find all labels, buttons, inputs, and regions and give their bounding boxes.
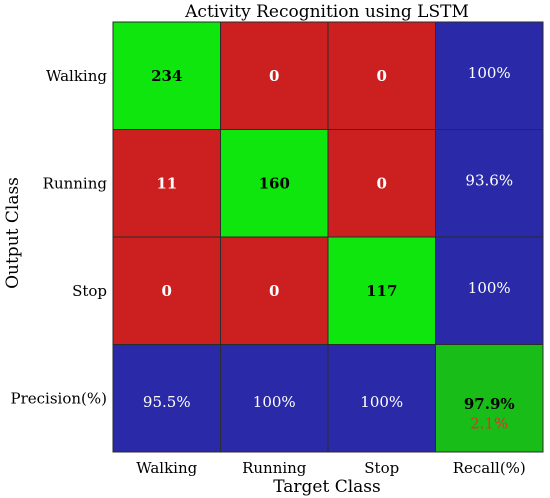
- precision-cell: [112, 344, 221, 453]
- precision-value-label: 100%: [360, 393, 403, 411]
- col-tick-label: Stop: [364, 459, 399, 477]
- cell-value-label: 117: [366, 282, 397, 300]
- cell-value-label: 0: [377, 175, 387, 193]
- overall-accuracy-label: 97.9%: [464, 395, 515, 413]
- recall-value-label: 93.6%: [465, 171, 513, 189]
- cell-value-label: 0: [162, 282, 172, 300]
- precision-value-label: 95.5%: [143, 393, 191, 411]
- overall-accuracy-cell: [435, 344, 544, 453]
- chart-title: Activity Recognition using LSTM: [184, 2, 469, 22]
- cell-value-label: 0: [269, 67, 279, 85]
- cell-value-label: 11: [156, 175, 177, 193]
- col-tick-label: Running: [242, 459, 307, 477]
- col-tick-label: Recall(%): [453, 459, 526, 477]
- matrix-cell: [220, 236, 329, 345]
- precision-value-label: 100%: [253, 393, 296, 411]
- cell-value-label: 234: [151, 67, 182, 85]
- y-axis-label: Output Class: [3, 177, 23, 289]
- recall-value-label: 100%: [468, 64, 511, 82]
- recall-value-label: 100%: [468, 279, 511, 297]
- row-tick-label: Precision(%): [11, 390, 107, 408]
- cell-value-label: 160: [259, 175, 290, 193]
- matrix-cell: [112, 129, 221, 238]
- tick-labels: Walking Running Stop Precision(%) Walking Run…: [11, 67, 526, 477]
- row-tick-label: Walking: [46, 67, 107, 85]
- overall-error-label: 2.1%: [470, 414, 508, 432]
- recall-cell: [435, 236, 544, 345]
- recall-cell: [435, 21, 544, 130]
- row-tick-label: Stop: [72, 282, 107, 300]
- cell-value-label: 0: [377, 67, 387, 85]
- x-axis-label: Target Class: [273, 477, 381, 497]
- col-tick-label: Walking: [136, 459, 197, 477]
- precision-cell: [327, 344, 436, 453]
- row-tick-label: Running: [43, 175, 108, 193]
- matrix-cells: 234 0 0 100% 11 160 0 93.6% 0 0 117 100% 95.5% 100% 10…: [112, 21, 544, 453]
- matrix-cell: [220, 21, 329, 130]
- precision-cell: [220, 344, 329, 453]
- matrix-cell: [220, 129, 329, 238]
- matrix-cell: [327, 21, 436, 130]
- matrix-cell: [112, 21, 221, 130]
- recall-cell: [435, 129, 544, 238]
- cell-value-label: 0: [269, 282, 279, 300]
